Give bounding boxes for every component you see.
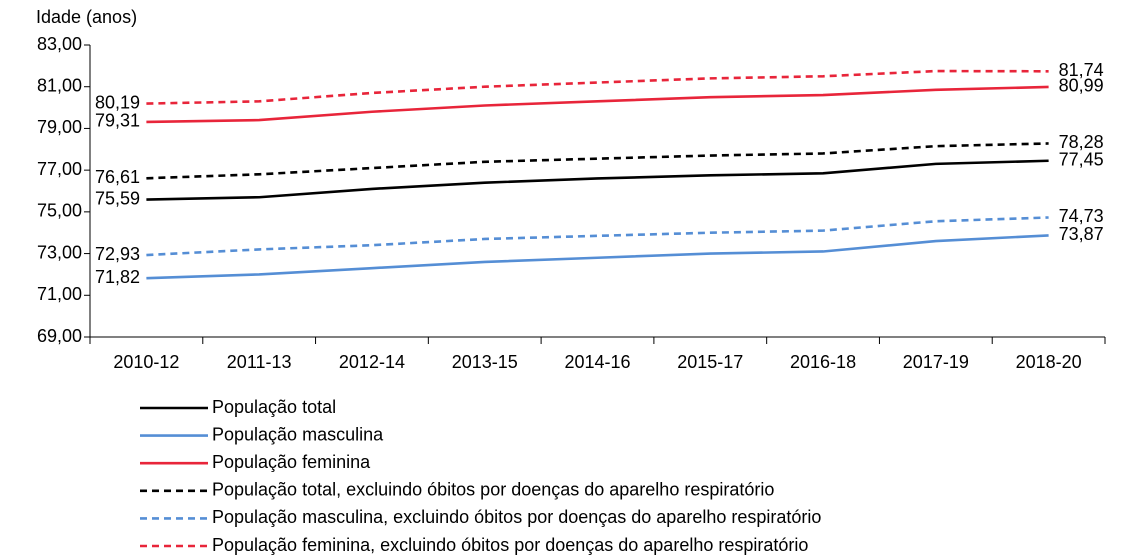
legend-label: População feminina: [212, 452, 371, 472]
x-tick-label: 2016-18: [790, 352, 856, 372]
data-label: 81,74: [1059, 60, 1104, 80]
legend-label: População masculina: [212, 424, 384, 444]
series-line: [146, 85, 1049, 124]
x-tick-label: 2014-16: [564, 352, 630, 372]
series-line: [146, 69, 1049, 105]
x-tick-label: 2018-20: [1016, 352, 1082, 372]
data-label: 80,19: [95, 92, 140, 112]
legend-label: População feminina, excluindo óbitos por…: [212, 535, 808, 555]
legend-label: População masculina, excluindo óbitos po…: [212, 507, 821, 527]
legend-label: População total: [212, 397, 336, 417]
y-tick-label: 71,00: [37, 284, 82, 304]
x-tick-label: 2015-17: [677, 352, 743, 372]
series-line: [146, 159, 1049, 201]
data-label: 74,73: [1059, 206, 1104, 226]
data-label: 71,82: [95, 267, 140, 287]
y-tick-label: 69,00: [37, 326, 82, 346]
data-label: 76,61: [95, 167, 140, 187]
y-tick-label: 73,00: [37, 242, 82, 262]
y-tick-label: 77,00: [37, 159, 82, 179]
data-label: 77,45: [1059, 150, 1104, 170]
x-tick-label: 2012-14: [339, 352, 405, 372]
data-label: 73,87: [1059, 224, 1104, 244]
series-line: [146, 216, 1049, 257]
legend-label: População total, excluindo óbitos por do…: [212, 480, 774, 500]
series-line: [146, 142, 1049, 180]
y-axis-label: Idade (anos): [36, 7, 137, 27]
data-label: 72,93: [95, 244, 140, 264]
x-tick-label: 2017-19: [903, 352, 969, 372]
y-tick-label: 75,00: [37, 201, 82, 221]
data-label: 80,99: [1059, 76, 1104, 96]
data-label: 79,31: [95, 111, 140, 131]
data-label: 78,28: [1059, 132, 1104, 152]
data-label: 75,59: [95, 188, 140, 208]
x-tick-label: 2011-13: [227, 352, 292, 372]
y-tick-label: 83,00: [37, 34, 82, 54]
y-tick-label: 79,00: [37, 117, 82, 137]
x-tick-label: 2013-15: [452, 352, 518, 372]
x-tick-label: 2010-12: [113, 352, 179, 372]
y-tick-label: 81,00: [37, 75, 82, 95]
series-line: [146, 234, 1049, 280]
